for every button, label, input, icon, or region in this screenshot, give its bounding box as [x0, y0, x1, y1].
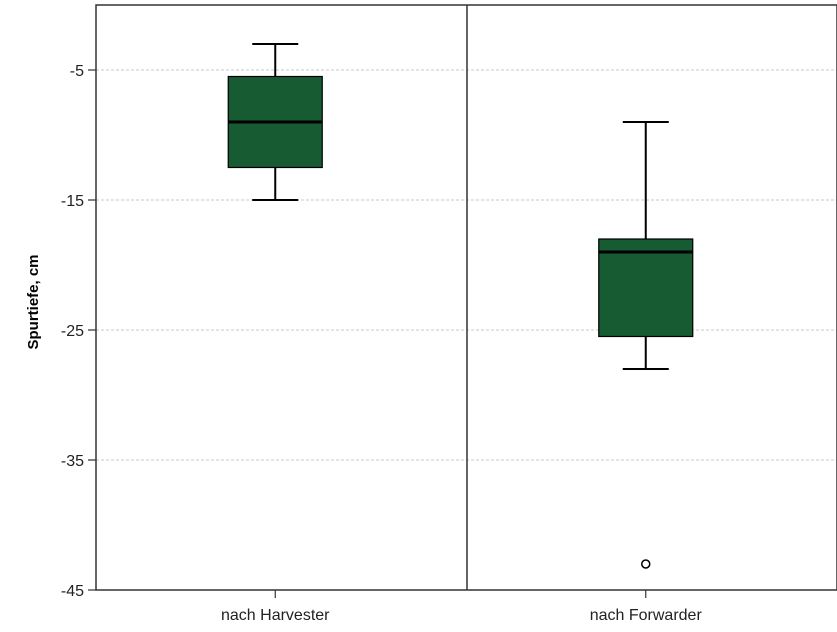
boxes: [227, 43, 694, 569]
y-tick-label: -25: [61, 323, 84, 340]
box-iqr: [598, 238, 694, 338]
axis-ticks: -5 -15 -25 -35 -45 nach Harvester nach Forward…: [61, 63, 703, 624]
y-tick-label: -15: [61, 193, 84, 210]
y-tick-label: -45: [61, 583, 84, 600]
y-tick-label: -35: [61, 453, 84, 470]
outlier-point: [641, 559, 651, 569]
box-group: [227, 43, 323, 201]
x-tick-label: nach Harvester: [221, 607, 330, 624]
box-group: [598, 121, 694, 569]
y-tick-label: -5: [70, 63, 84, 80]
y-axis-title: Spurtiefe, cm: [25, 254, 42, 349]
x-tick-label: nach Forwarder: [590, 607, 703, 624]
